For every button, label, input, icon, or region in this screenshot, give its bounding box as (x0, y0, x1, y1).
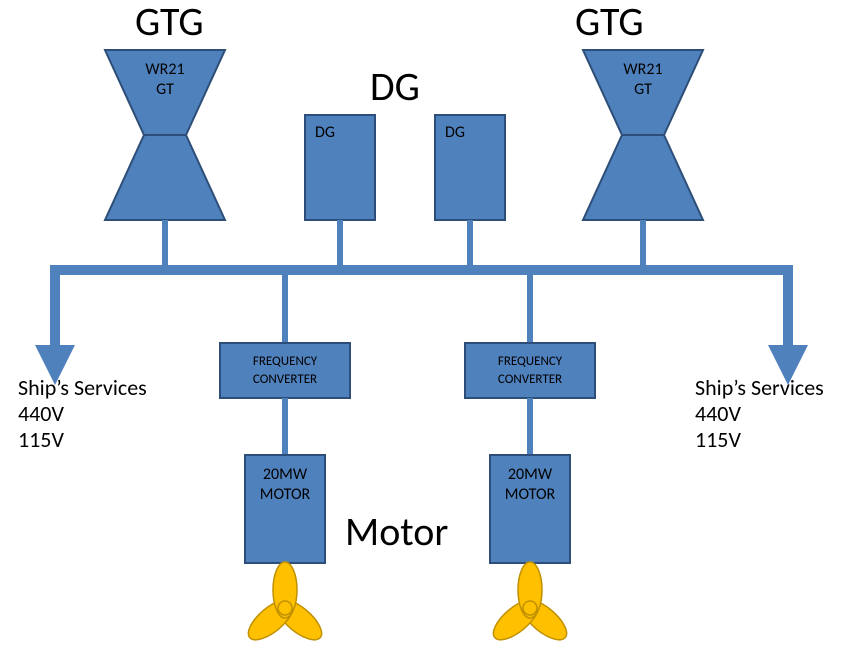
turbine-label2-left: GT (156, 80, 174, 99)
freq-label2-left: CONVERTER (253, 372, 317, 387)
propeller-left (242, 562, 328, 647)
turbine-label2-right: GT (634, 80, 652, 99)
turbine-bottom-right (583, 135, 703, 220)
turbine-label1-left: WR21 (145, 60, 184, 79)
freq-label1-right: FREQUENCY (498, 354, 563, 369)
ship-line1-right: Ship’s Services (695, 374, 824, 401)
label-gtg-left: GTG (135, 0, 204, 46)
dg-label-left: DG (315, 123, 335, 142)
propeller-right (487, 562, 573, 647)
freq-converter-right (465, 343, 595, 398)
motor-label1-left: 20MW (263, 465, 308, 484)
turbine-label1-right: WR21 (623, 60, 662, 79)
label-motor-center: Motor (345, 507, 448, 556)
motor-label1-right: 20MW (508, 465, 553, 484)
freq-label2-right: CONVERTER (498, 372, 562, 387)
label-gtg-right: GTG (575, 0, 644, 46)
motor-label2-right: MOTOR (505, 485, 556, 504)
label-dg-center: DG (370, 62, 420, 111)
ship-line3-right: 115V (695, 426, 741, 453)
ship-line1-left: Ship’s Services (18, 374, 147, 401)
ship-line2-right: 440V (695, 400, 741, 427)
ship-line3-left: 115V (18, 426, 64, 453)
turbine-bottom-left (105, 135, 225, 220)
dg-label-right: DG (445, 123, 465, 142)
motor-label2-left: MOTOR (260, 485, 311, 504)
freq-converter-left (220, 343, 350, 398)
freq-label1-left: FREQUENCY (253, 354, 318, 369)
ship-line2-left: 440V (18, 400, 64, 427)
